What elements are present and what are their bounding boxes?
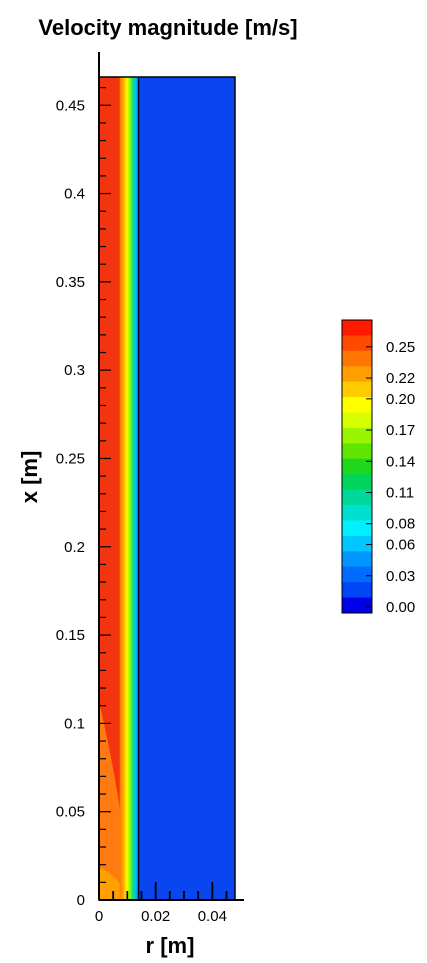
colorbar-tick-label: 0.14 [386, 453, 415, 470]
colorbar-tick-label: 0.08 [386, 516, 415, 533]
contour-inlet-zone [99, 868, 126, 900]
y-tick-label: 0.05 [56, 804, 85, 821]
x-tick-label: 0.04 [198, 908, 227, 925]
colorbar-level [342, 474, 372, 491]
colorbar-level [342, 366, 372, 383]
x-axis-label: r [m] [146, 933, 195, 958]
colorbar-level [342, 582, 372, 599]
y-tick-label: 0.2 [64, 539, 85, 556]
colorbar-tick-label: 0.06 [386, 537, 415, 554]
y-tick-label: 0 [77, 892, 85, 909]
colorbar-level [342, 320, 372, 336]
y-tick-label: 0.45 [56, 97, 85, 114]
y-axis-label: x [m] [17, 451, 42, 504]
y-tick-label: 0.1 [64, 715, 85, 732]
x-tick-label: 0.02 [141, 908, 170, 925]
colorbar-level [342, 350, 372, 367]
colorbar-tick-label: 0.22 [386, 370, 415, 387]
colorbar-tick-label: 0.20 [386, 391, 415, 408]
y-tick-label: 0.25 [56, 450, 85, 467]
colorbar-level [342, 535, 372, 552]
colorbar-level [342, 551, 372, 568]
colorbar-level [342, 458, 372, 475]
colorbar-level [342, 335, 372, 352]
x-tick-label: 0 [95, 908, 103, 925]
y-tick-label: 0.3 [64, 362, 85, 379]
colorbar-legend: 0.25 0.22 0.20 0.17 0.14 0.11 0.08 0.06 0.03 0.00 [341, 319, 415, 616]
colorbar-level [342, 566, 372, 583]
colorbar-level [342, 412, 372, 429]
y-tick-label: 0.35 [56, 274, 85, 291]
colorbar-tick-label: 0.17 [386, 422, 415, 439]
y-tick-label: 0.15 [56, 627, 85, 644]
colorbar-tick-label: 0.03 [386, 568, 415, 585]
colorbar-level [342, 381, 372, 398]
colorbar-level [342, 443, 372, 460]
y-tick-label: 0.4 [64, 186, 85, 203]
axes: 0 0.05 0.1 0.15 0.2 0.25 0.3 0.35 0.4 0.45 0 0.02 0.… [56, 52, 244, 925]
colorbar-level [342, 505, 372, 521]
colorbar-level [342, 597, 372, 614]
colorbar-level [342, 427, 372, 444]
plot-area [99, 77, 235, 900]
colorbar-level [342, 397, 372, 414]
colorbar-level [342, 520, 372, 537]
colorbar-tick-label: 0.11 [386, 485, 414, 502]
colorbar-tick-label: 0.25 [386, 339, 415, 356]
colorbar-frame [341, 319, 373, 614]
chart-title: Velocity magnitude [m/s] [38, 15, 297, 40]
colorbar-tick-label: 0.00 [386, 599, 415, 616]
colorbar-level [342, 489, 372, 506]
contour-shear-layer [119, 77, 139, 900]
